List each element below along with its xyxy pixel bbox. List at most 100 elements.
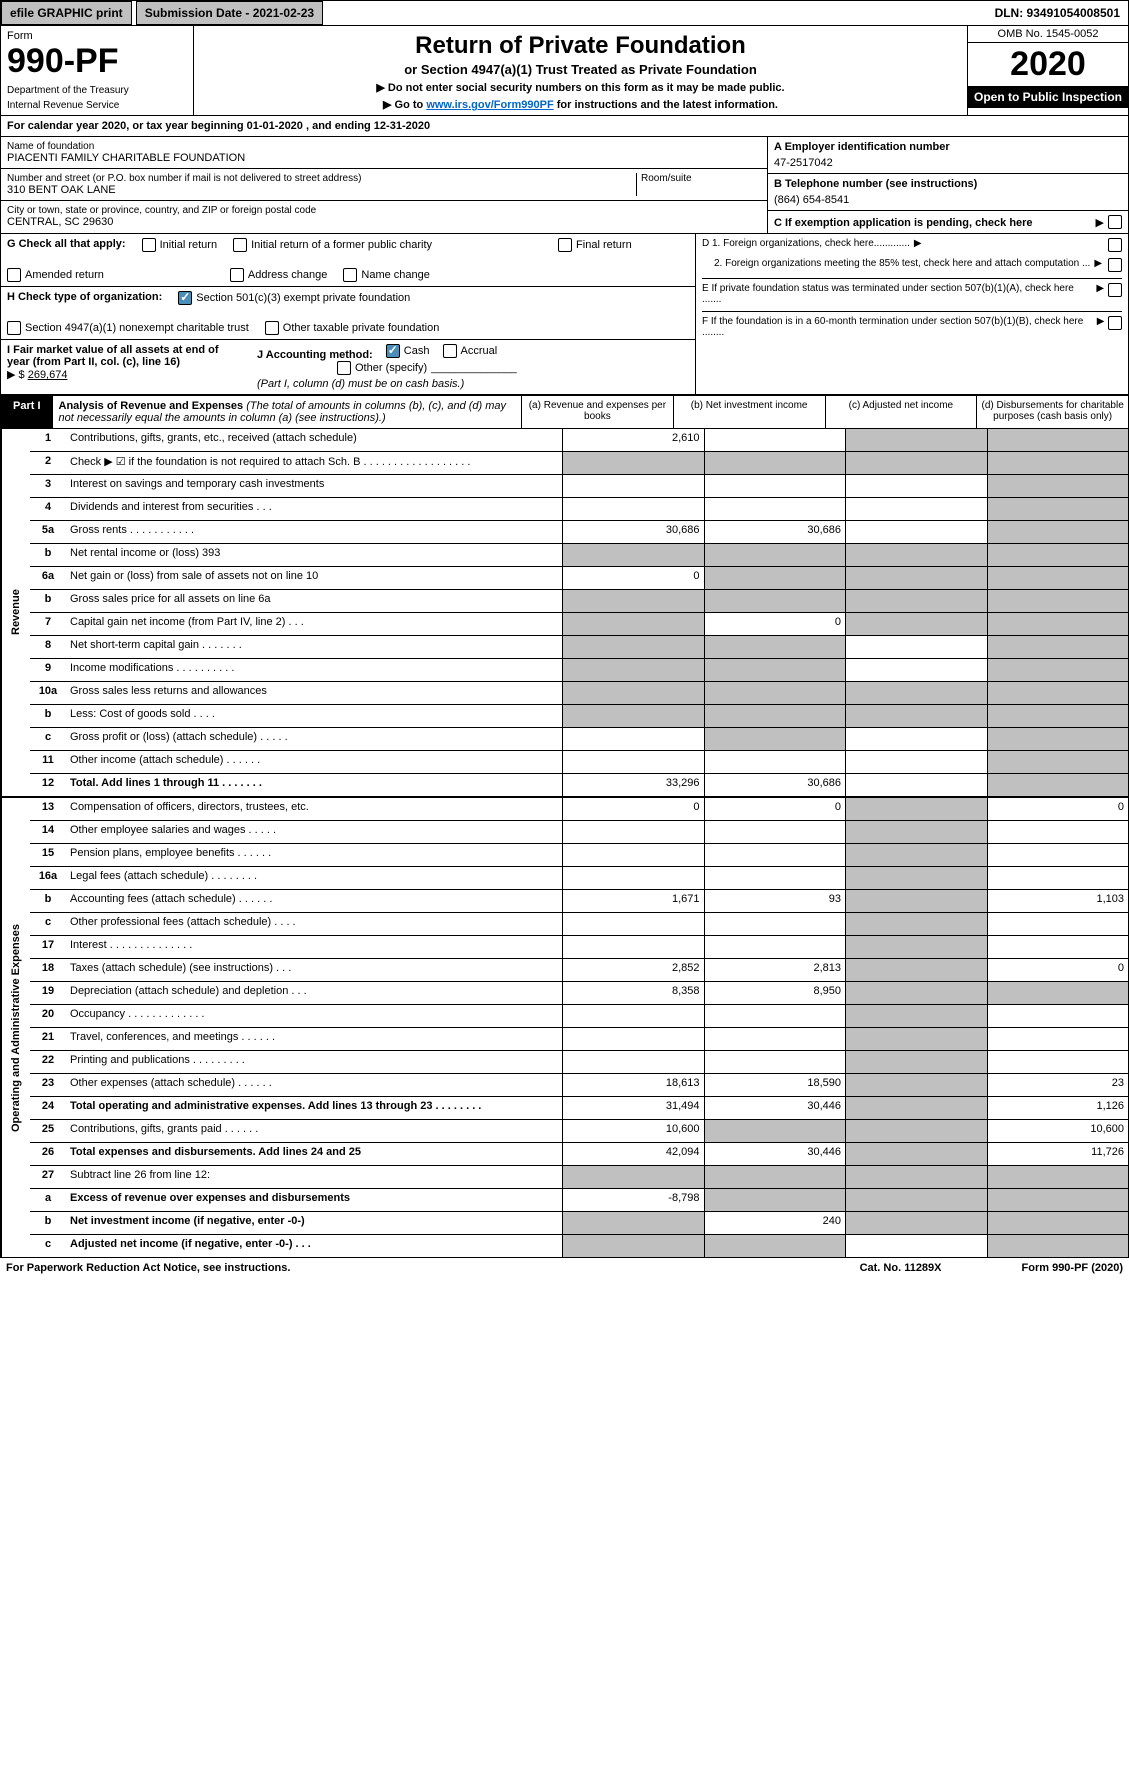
grey-cell bbox=[988, 1189, 1129, 1211]
grey-cell bbox=[988, 521, 1129, 543]
value-cell: 0 bbox=[988, 798, 1129, 820]
form990pf-link[interactable]: www.irs.gov/Form990PF bbox=[426, 99, 553, 111]
row-number: 23 bbox=[30, 1074, 66, 1096]
value-cell bbox=[988, 844, 1129, 866]
table-row: bLess: Cost of goods sold . . . . bbox=[30, 705, 1128, 728]
4947-label: Section 4947(a)(1) nonexempt charitable … bbox=[25, 322, 249, 334]
grey-cell bbox=[988, 475, 1129, 497]
row-description: Printing and publications . . . . . . . … bbox=[66, 1051, 563, 1073]
foundation-name: PIACENTI FAMILY CHARITABLE FOUNDATION bbox=[7, 152, 761, 164]
efile-print-button[interactable]: efile GRAPHIC print bbox=[1, 1, 132, 25]
f-checkbox[interactable] bbox=[1108, 316, 1122, 330]
value-cell bbox=[846, 1235, 988, 1257]
grey-cell bbox=[705, 1189, 847, 1211]
value-cell bbox=[705, 867, 847, 889]
dept-treasury: Department of the Treasury bbox=[7, 85, 187, 96]
501c3-checkbox[interactable] bbox=[178, 291, 192, 305]
row-description: Depreciation (attach schedule) and deple… bbox=[66, 982, 563, 1004]
cash-label: Cash bbox=[404, 345, 430, 357]
e-checkbox[interactable] bbox=[1108, 283, 1122, 297]
grey-cell bbox=[846, 1189, 988, 1211]
header-center: Return of Private Foundation or Section … bbox=[194, 26, 967, 115]
e-label: E If private foundation status was termi… bbox=[702, 283, 1092, 305]
row-number: 16a bbox=[30, 867, 66, 889]
address-change-checkbox[interactable] bbox=[230, 268, 244, 282]
initial-former-checkbox[interactable] bbox=[233, 238, 247, 252]
other-taxable-checkbox[interactable] bbox=[265, 321, 279, 335]
exemption-pending-cell: C If exemption application is pending, c… bbox=[768, 211, 1128, 233]
address-value: 310 BENT OAK LANE bbox=[7, 184, 636, 196]
row-description: Accounting fees (attach schedule) . . . … bbox=[66, 890, 563, 912]
accrual-label: Accrual bbox=[461, 345, 498, 357]
tax-year: 2020 bbox=[968, 43, 1128, 86]
grey-cell bbox=[846, 1097, 988, 1119]
d1-checkbox[interactable] bbox=[1108, 238, 1122, 252]
value-cell bbox=[563, 1051, 705, 1073]
row-description: Less: Cost of goods sold . . . . bbox=[66, 705, 563, 727]
grey-cell bbox=[846, 705, 988, 727]
table-row: 18Taxes (attach schedule) (see instructi… bbox=[30, 959, 1128, 982]
value-cell: 1,671 bbox=[563, 890, 705, 912]
def-column: D 1. Foreign organizations, check here..… bbox=[695, 234, 1128, 394]
revenue-side-label: Revenue bbox=[1, 429, 30, 796]
form-title: Return of Private Foundation bbox=[198, 32, 963, 60]
grey-cell bbox=[846, 1074, 988, 1096]
accrual-checkbox[interactable] bbox=[443, 344, 457, 358]
value-cell bbox=[988, 821, 1129, 843]
value-cell bbox=[705, 913, 847, 935]
value-cell: 18,590 bbox=[705, 1074, 847, 1096]
name-change-checkbox[interactable] bbox=[343, 268, 357, 282]
row-number: 5a bbox=[30, 521, 66, 543]
ein-cell: A Employer identification number 47-2517… bbox=[768, 137, 1128, 174]
grey-cell bbox=[846, 1051, 988, 1073]
row-number: 17 bbox=[30, 936, 66, 958]
row-description: Gross rents . . . . . . . . . . . bbox=[66, 521, 563, 543]
grey-cell bbox=[846, 452, 988, 474]
final-return-checkbox[interactable] bbox=[558, 238, 572, 252]
row-description: Excess of revenue over expenses and disb… bbox=[66, 1189, 563, 1211]
value-cell: 30,686 bbox=[563, 521, 705, 543]
value-cell bbox=[705, 1028, 847, 1050]
row-description: Interest on savings and temporary cash i… bbox=[66, 475, 563, 497]
footer-cat: Cat. No. 11289X bbox=[860, 1262, 942, 1274]
value-cell bbox=[846, 659, 988, 681]
value-cell bbox=[563, 936, 705, 958]
table-row: 26Total expenses and disbursements. Add … bbox=[30, 1143, 1128, 1166]
amended-return-label: Amended return bbox=[25, 269, 104, 281]
grey-cell bbox=[846, 544, 988, 566]
grey-cell bbox=[846, 798, 988, 820]
value-cell bbox=[563, 498, 705, 520]
value-cell: 31,494 bbox=[563, 1097, 705, 1119]
row-number: c bbox=[30, 913, 66, 935]
row-description: Total operating and administrative expen… bbox=[66, 1097, 563, 1119]
row-number: 15 bbox=[30, 844, 66, 866]
row-description: Capital gain net income (from Part IV, l… bbox=[66, 613, 563, 635]
initial-return-checkbox[interactable] bbox=[142, 238, 156, 252]
table-row: 9Income modifications . . . . . . . . . … bbox=[30, 659, 1128, 682]
grey-cell bbox=[846, 844, 988, 866]
foundation-name-cell: Name of foundation PIACENTI FAMILY CHARI… bbox=[1, 137, 767, 169]
value-cell bbox=[846, 521, 988, 543]
h-label: H Check type of organization: bbox=[7, 291, 162, 305]
grey-cell bbox=[705, 1120, 847, 1142]
grey-cell bbox=[705, 636, 847, 658]
exemption-checkbox[interactable] bbox=[1108, 215, 1122, 229]
cash-checkbox[interactable] bbox=[386, 344, 400, 358]
col-b-header: (b) Net investment income bbox=[674, 396, 826, 428]
row-description: Interest . . . . . . . . . . . . . . bbox=[66, 936, 563, 958]
row-description: Travel, conferences, and meetings . . . … bbox=[66, 1028, 563, 1050]
grey-cell bbox=[988, 705, 1129, 727]
amended-return-checkbox[interactable] bbox=[7, 268, 21, 282]
value-cell bbox=[705, 821, 847, 843]
other-method-checkbox[interactable] bbox=[337, 361, 351, 375]
4947-checkbox[interactable] bbox=[7, 321, 21, 335]
row-number: 6a bbox=[30, 567, 66, 589]
d2-checkbox[interactable] bbox=[1108, 258, 1122, 272]
phone-label: B Telephone number (see instructions) bbox=[774, 178, 1122, 190]
grey-cell bbox=[988, 498, 1129, 520]
grey-cell bbox=[846, 567, 988, 589]
dept-irs: Internal Revenue Service bbox=[7, 100, 187, 111]
table-row: 8Net short-term capital gain . . . . . .… bbox=[30, 636, 1128, 659]
grey-cell bbox=[705, 544, 847, 566]
d1-label: D 1. Foreign organizations, check here..… bbox=[702, 238, 910, 252]
